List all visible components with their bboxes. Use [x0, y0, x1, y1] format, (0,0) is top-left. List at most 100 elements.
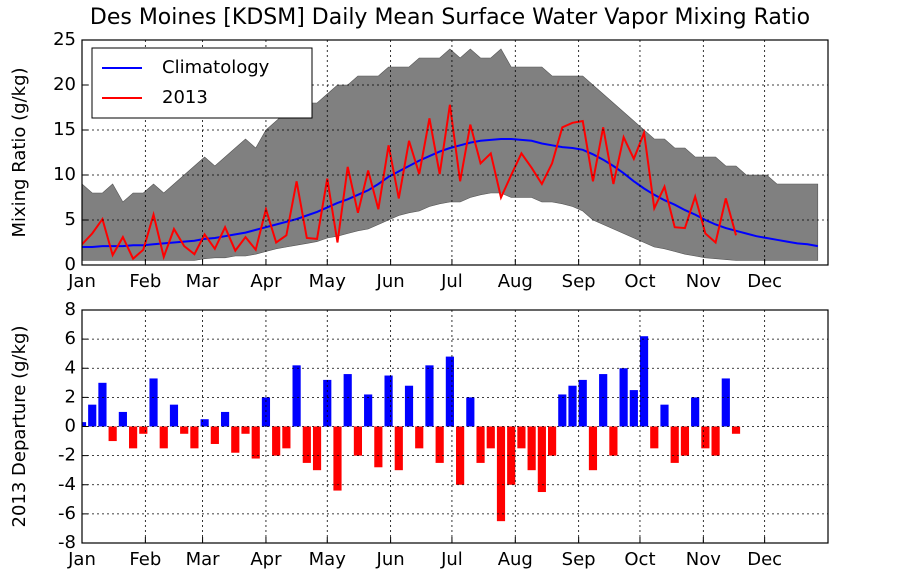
bar [343, 374, 352, 427]
bar [670, 426, 679, 463]
bar [384, 375, 393, 427]
x-tick-label: Jul [440, 549, 463, 570]
bar [292, 365, 301, 427]
bar [691, 397, 700, 427]
bar [302, 426, 311, 463]
bar [200, 419, 209, 427]
bar [466, 397, 475, 427]
bar [88, 404, 97, 427]
y-tick-label: 0 [65, 254, 76, 275]
bar [629, 390, 638, 427]
legend-box [91, 47, 313, 119]
y-tick-label: 8 [65, 299, 76, 320]
y-tick-label: 4 [65, 357, 76, 378]
x-tick-label: Jan [67, 549, 96, 570]
bar [537, 426, 546, 493]
y-tick-label: 20 [53, 74, 76, 95]
bar [333, 426, 342, 491]
bar [98, 382, 107, 427]
bar [272, 426, 281, 456]
y-tick-label: -4 [58, 474, 76, 495]
x-tick-label: Nov [686, 549, 721, 570]
legend-label: 2013 [162, 87, 208, 108]
bar [578, 379, 587, 427]
x-tick-label: Dec [747, 549, 782, 570]
y-tick-label: 5 [65, 209, 76, 230]
y-tick-label: -2 [58, 445, 76, 466]
bar [190, 426, 199, 449]
legend-label: Climatology [162, 57, 270, 78]
y-tick-label: 25 [53, 29, 76, 50]
bar [711, 426, 720, 456]
series-line [82, 104, 737, 261]
x-tick-label: Feb [129, 549, 161, 570]
bar [404, 385, 414, 427]
bar [639, 336, 649, 427]
bar [496, 426, 506, 522]
x-tick-label: Jul [440, 271, 463, 292]
bar [159, 426, 168, 449]
bar [210, 426, 219, 444]
bar [323, 379, 332, 427]
bar [118, 411, 127, 427]
bar [599, 374, 608, 427]
bar [527, 426, 536, 471]
bar [82, 422, 87, 427]
y-tick-label: 2 [65, 386, 76, 407]
x-tick-label: Aug [498, 549, 533, 570]
bar [180, 426, 189, 434]
y-tick-label: -8 [58, 532, 76, 553]
y-tick-label: 10 [53, 164, 76, 185]
bar [731, 426, 741, 434]
x-tick-label: May [309, 549, 347, 570]
bar [517, 426, 526, 449]
x-tick-label: Mar [186, 271, 221, 292]
x-tick-label: Nov [686, 271, 721, 292]
x-tick-label: Apr [250, 549, 282, 570]
bar [374, 426, 383, 468]
x-tick-label: Jun [376, 271, 405, 292]
bar [650, 426, 659, 449]
bar [353, 426, 363, 456]
x-tick-label: May [309, 271, 347, 292]
bar [588, 426, 598, 471]
plot-area [82, 336, 741, 522]
bar [558, 394, 567, 427]
bar [139, 426, 148, 434]
bar [394, 426, 403, 471]
bar [445, 356, 454, 427]
bar [220, 411, 230, 427]
x-tick-label: Mar [186, 549, 221, 570]
bar [108, 426, 117, 442]
bar [476, 426, 485, 463]
y-tick-label: 6 [65, 328, 76, 349]
y-tick-label: 15 [53, 119, 76, 140]
bar [701, 426, 710, 449]
bar [486, 426, 495, 449]
bar [231, 426, 240, 453]
bar [660, 404, 669, 427]
series-line [82, 138, 818, 248]
bar [425, 365, 434, 427]
bar [415, 426, 424, 449]
bar [364, 394, 373, 427]
bar [568, 385, 577, 427]
x-tick-label: Sep [562, 271, 596, 292]
bar [609, 426, 618, 456]
y-axis-label: 2013 Departure (g/kg) [9, 326, 30, 528]
bar [456, 426, 465, 485]
bar [282, 426, 291, 449]
x-tick-label: Aug [498, 271, 533, 292]
y-axis-label: Mixing Ratio (g/kg) [9, 67, 30, 237]
bar [680, 426, 690, 456]
x-tick-label: Feb [129, 271, 161, 292]
bar [241, 426, 250, 434]
bar [507, 426, 516, 485]
x-tick-label: Apr [250, 271, 282, 292]
bar [435, 426, 444, 463]
axes-frame [81, 309, 829, 544]
bar [721, 378, 730, 427]
bar [312, 426, 322, 471]
chart-title: Des Moines [KDSM] Daily Mean Surface Wat… [90, 5, 810, 30]
